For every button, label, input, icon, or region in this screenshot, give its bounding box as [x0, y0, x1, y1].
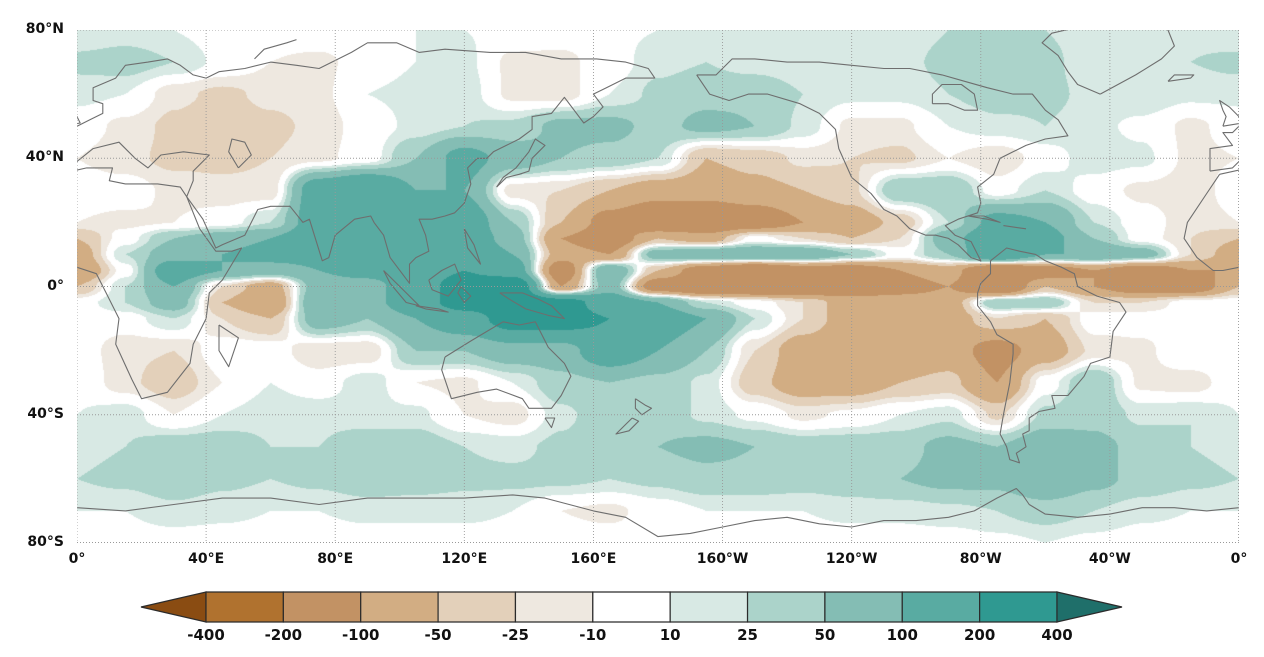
colorbar-tick-label: -10 [579, 626, 607, 644]
gridlines-group [77, 30, 1239, 543]
coastline [1183, 169, 1239, 272]
colorbar-segment [669, 591, 749, 623]
colorbar-tick-label: 100 [886, 626, 918, 644]
lon-tick-label: 80°E [317, 551, 354, 567]
lon-tick-label: 160°E [570, 551, 617, 567]
coastline [457, 286, 472, 304]
colorbar-tick-label: -400 [187, 626, 225, 644]
coastline [463, 228, 482, 265]
colorbar-tick-label: 25 [737, 626, 758, 644]
colorbar-segment [205, 591, 284, 623]
coastline [77, 167, 243, 400]
colorbar-segments-group [140, 591, 1123, 623]
coastline [441, 321, 572, 409]
coastline [77, 42, 656, 284]
coastline [696, 58, 1069, 262]
lon-tick-label: 80°W [959, 551, 1002, 567]
coastline [77, 115, 81, 125]
coastline [977, 247, 1127, 464]
colorbar-segment [824, 591, 903, 623]
lat-tick-label: 0° [47, 277, 64, 294]
coastline [967, 215, 1001, 223]
lat-tick-label: 40°N [25, 149, 64, 166]
colorbar-segment [746, 591, 826, 623]
lon-tick-label: 0° [68, 551, 86, 567]
lat-tick-label: 40°S [27, 405, 64, 422]
coastline [615, 417, 640, 435]
colorbar-right-arrow [1056, 591, 1123, 623]
coastline [383, 270, 420, 307]
coastline [544, 417, 556, 429]
colorbar-segment [360, 591, 439, 623]
lon-tick-label: 120°E [441, 551, 488, 567]
coastline [634, 398, 653, 416]
coastline [228, 138, 252, 169]
lon-tick-label: 120°W [825, 551, 878, 567]
colorbar-segment [514, 591, 594, 623]
colorbar-tick-label: -200 [264, 626, 303, 644]
coastline [1219, 99, 1239, 127]
coastline [496, 138, 546, 188]
colorbar-tick-label: 10 [659, 626, 681, 644]
coastline [1003, 225, 1027, 230]
coastline [218, 324, 239, 368]
colorbar-tick-label: 50 [814, 626, 836, 644]
lat-tick-label: 80°N [25, 21, 64, 37]
colorbar-segment [979, 591, 1058, 623]
coastline [499, 292, 565, 320]
lon-tick-label: 40°E [188, 551, 225, 567]
coastline [1041, 30, 1175, 95]
lon-tick-label: 0° [1230, 551, 1248, 567]
colorbar-tick-label: 200 [963, 626, 996, 644]
colorbar-tick-label: -100 [341, 626, 380, 644]
colorbar-tick-label: -25 [501, 626, 530, 644]
map-overlay [77, 30, 1239, 543]
lon-tick-label: 40°W [1088, 551, 1131, 567]
colorbar-segment [437, 591, 517, 623]
colorbar-segment [901, 591, 981, 623]
coastline [254, 39, 297, 60]
colorbar [140, 591, 1123, 623]
coastline [415, 305, 449, 313]
coastline [428, 263, 462, 297]
anomaly-field-canvas [77, 30, 1239, 543]
coastlines-group [77, 30, 1239, 538]
coastline [931, 83, 979, 111]
colorbar-left-arrow [140, 591, 207, 623]
coastline [1167, 74, 1195, 82]
lon-tick-label: 160°W [696, 551, 749, 567]
colorbar-segment [592, 591, 671, 623]
lat-tick-label: 80°S [27, 534, 64, 550]
colorbar-tick-label: -50 [424, 626, 452, 644]
coastline [77, 487, 1239, 538]
coastline [1209, 125, 1239, 172]
colorbar-segment [282, 591, 362, 623]
colorbar-tick-label: 400 [1041, 626, 1073, 644]
